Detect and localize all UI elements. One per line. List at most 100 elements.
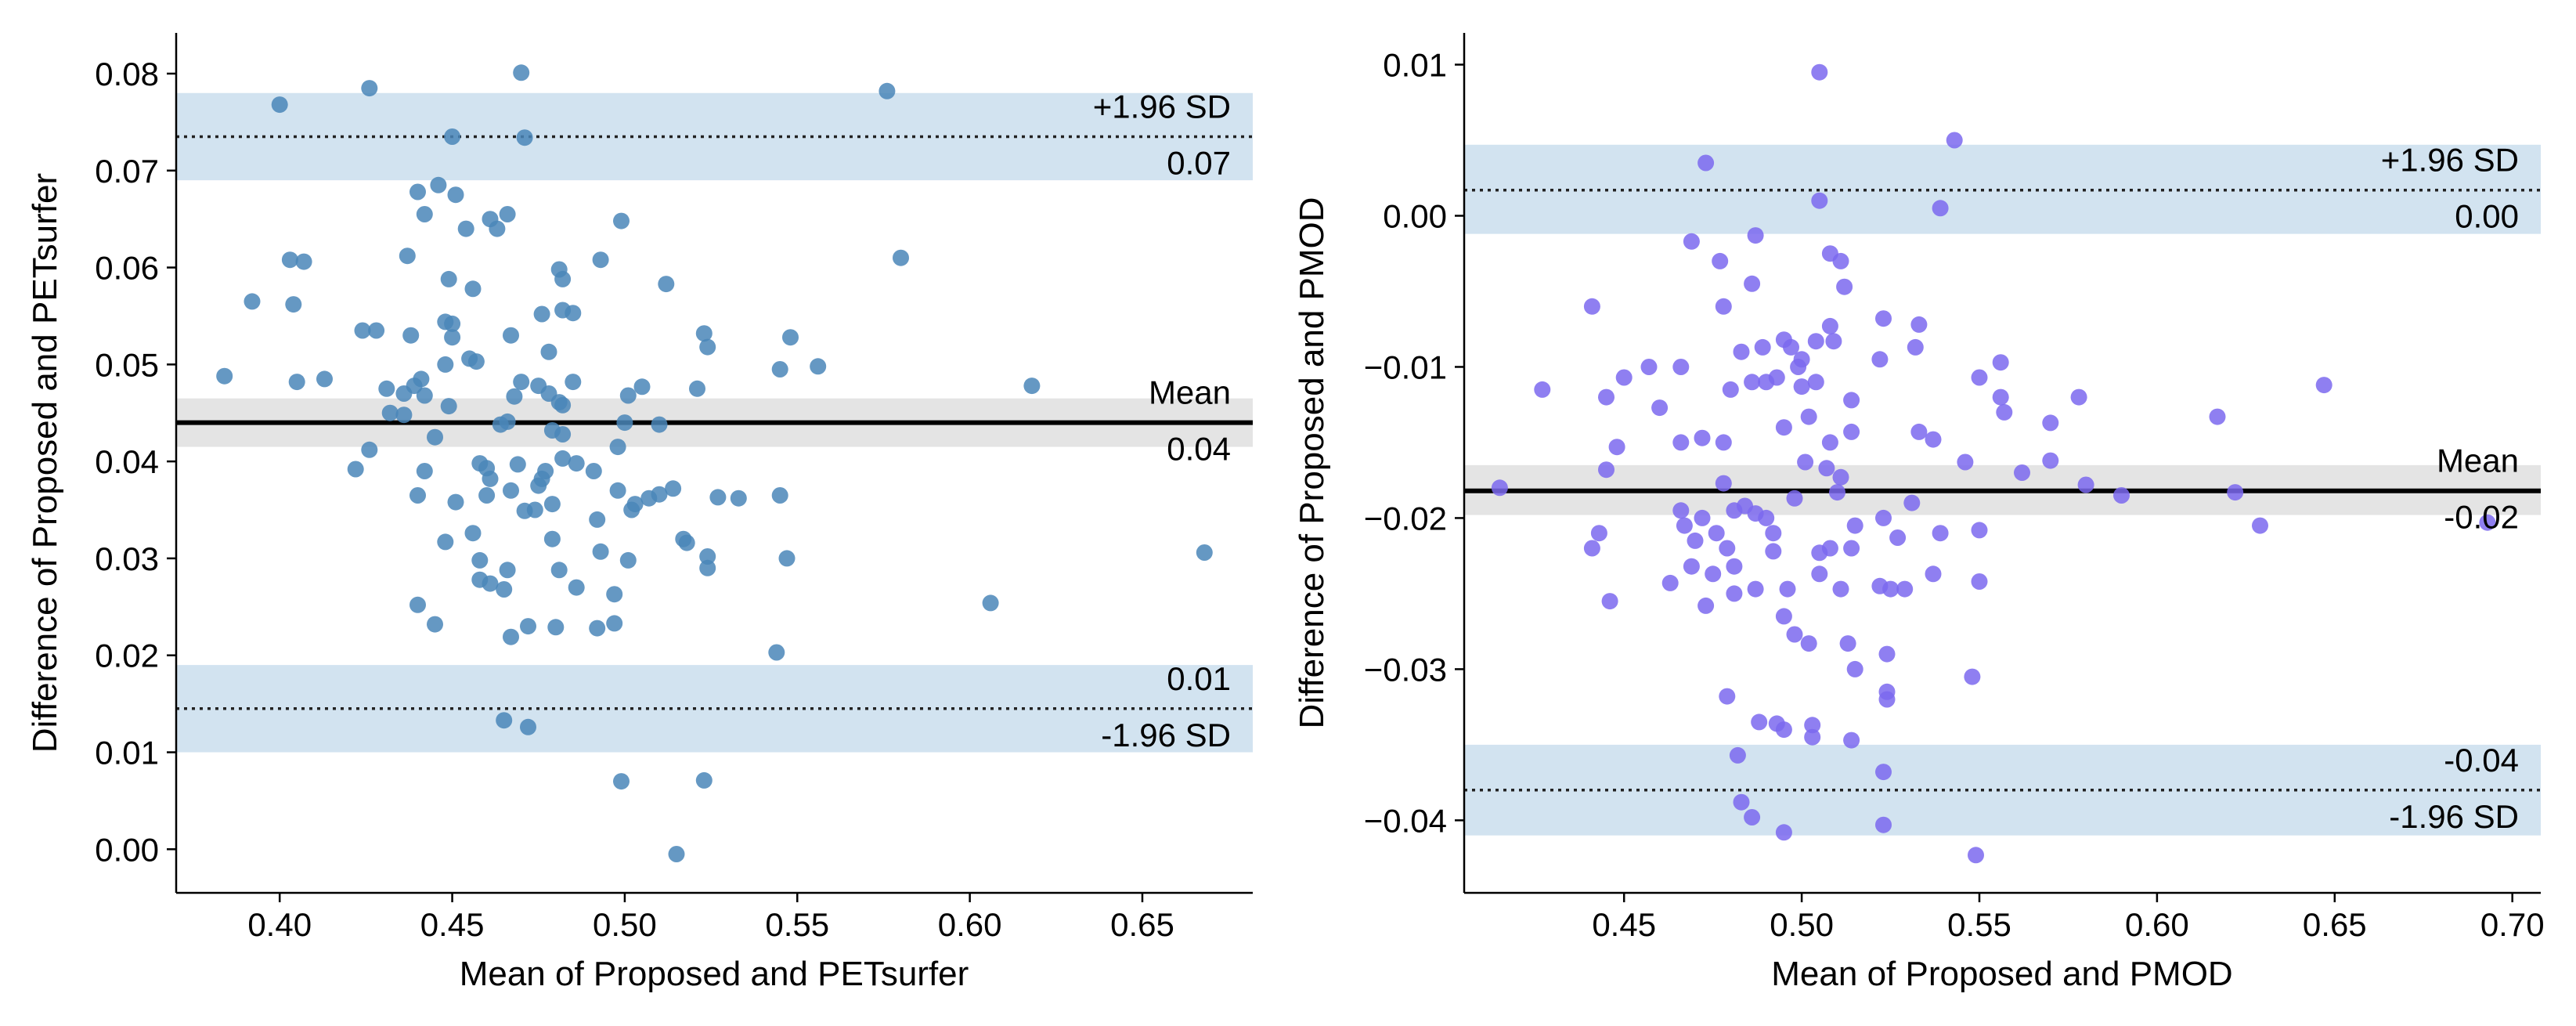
- data-point: [609, 482, 626, 499]
- data-point: [1878, 645, 1896, 663]
- data-point: [1683, 558, 1700, 575]
- data-point: [606, 615, 623, 632]
- data-point: [879, 82, 896, 99]
- data-point: [589, 511, 606, 528]
- line-annotations: +1.96 SD 0.07 Mean 0.04 0.01 -1.96 SD: [1093, 88, 1231, 753]
- data-point: [1964, 668, 1981, 685]
- data-point: [1534, 381, 1551, 398]
- data-point: [1729, 746, 1746, 764]
- data-point: [982, 594, 999, 612]
- data-point: [244, 293, 261, 310]
- lower-loa-ci-band: [176, 665, 1253, 753]
- data-point: [1697, 154, 1715, 172]
- data-point: [1726, 502, 1743, 519]
- data-point: [1758, 509, 1775, 526]
- upper-loa-value-label: 0.00: [2455, 198, 2519, 235]
- data-point: [503, 327, 519, 344]
- line-annotations: +1.96 SD 0.00 Mean -0.02 -0.04 -1.96 SD: [2381, 142, 2519, 835]
- data-point: [1804, 717, 1821, 734]
- x-tick-label: 0.55: [1947, 906, 2011, 943]
- data-point: [1925, 431, 1942, 448]
- data-point: [1946, 132, 1963, 149]
- data-point: [1825, 333, 1842, 350]
- data-point: [668, 846, 685, 862]
- data-point: [437, 356, 454, 373]
- data-point: [1790, 359, 1807, 375]
- upper-loa-name-label: +1.96 SD: [2381, 142, 2519, 179]
- data-point: [530, 477, 547, 494]
- data-point: [1832, 580, 1849, 598]
- data-point: [1733, 793, 1750, 811]
- data-point: [368, 322, 385, 339]
- data-point: [554, 450, 572, 467]
- data-point: [1889, 529, 1907, 546]
- x-tick-label: 0.40: [247, 906, 312, 943]
- data-point: [1608, 439, 1625, 456]
- data-point: [768, 644, 785, 661]
- data-point: [1672, 502, 1690, 519]
- data-point: [395, 406, 413, 424]
- data-point: [1751, 714, 1768, 731]
- data-point: [496, 712, 513, 729]
- data-point: [540, 343, 557, 360]
- data-point: [506, 388, 523, 405]
- data-point: [1590, 525, 1607, 542]
- data-point: [554, 396, 572, 414]
- data-point: [457, 220, 474, 237]
- panel-petsurfer: 0.40 0.45 0.50 0.55 0.60 0.65 0.000.010.020.0…: [26, 33, 1253, 993]
- data-point: [1672, 434, 1690, 451]
- data-point: [1754, 338, 1771, 356]
- data-point: [1829, 484, 1845, 501]
- data-point: [565, 305, 582, 322]
- mean-value-label: 0.04: [1167, 431, 1231, 468]
- data-point: [613, 773, 630, 790]
- data-point: [288, 374, 305, 391]
- data-point: [520, 618, 536, 635]
- data-point: [2113, 487, 2130, 504]
- data-point: [1807, 333, 1824, 350]
- data-point: [1583, 540, 1600, 557]
- x-tick-label: 0.50: [593, 906, 657, 943]
- data-point: [1672, 359, 1690, 375]
- data-point: [1992, 354, 2009, 371]
- data-point: [533, 305, 550, 323]
- data-point: [782, 329, 799, 346]
- data-point: [402, 327, 420, 344]
- data-point: [1775, 608, 1792, 625]
- y-axis-ticks: 0.00 0.01 0.02 0.03 0.04 0.05 0.06 0.07 0.08: [95, 56, 176, 868]
- data-point: [1932, 200, 1949, 217]
- data-point: [1910, 316, 1928, 333]
- data-point: [1775, 721, 1792, 739]
- data-point: [1783, 338, 1799, 356]
- data-point: [554, 426, 572, 443]
- data-point: [1583, 298, 1600, 315]
- data-point: [1971, 369, 1988, 386]
- data-point: [592, 543, 609, 560]
- data-point: [471, 551, 489, 569]
- data-point: [427, 616, 443, 633]
- data-point: [361, 441, 378, 458]
- data-point: [2227, 484, 2244, 501]
- data-point: [1818, 460, 1835, 477]
- data-point: [592, 251, 609, 269]
- data-point: [1651, 399, 1669, 417]
- y-tick-label: 0.04: [95, 443, 159, 480]
- data-point: [585, 463, 602, 479]
- data-point: [2479, 514, 2496, 531]
- data-point: [1744, 809, 1761, 825]
- data-point: [1779, 580, 1796, 598]
- data-point: [492, 416, 509, 433]
- upper-loa-value-label: 0.07: [1167, 144, 1231, 181]
- data-point: [361, 80, 378, 97]
- y-axis-label: Difference of Proposed and PETsurfer: [26, 173, 64, 753]
- data-point: [1821, 434, 1838, 451]
- data-point: [1712, 252, 1729, 269]
- data-point: [1715, 475, 1732, 492]
- data-point: [1786, 490, 1803, 507]
- data-point: [543, 530, 561, 547]
- scatter-points: [216, 64, 1213, 862]
- data-point: [1719, 540, 1736, 557]
- x-axis-ticks: 0.40 0.45 0.50 0.55 0.60 0.65: [247, 893, 1174, 943]
- data-point: [216, 367, 233, 385]
